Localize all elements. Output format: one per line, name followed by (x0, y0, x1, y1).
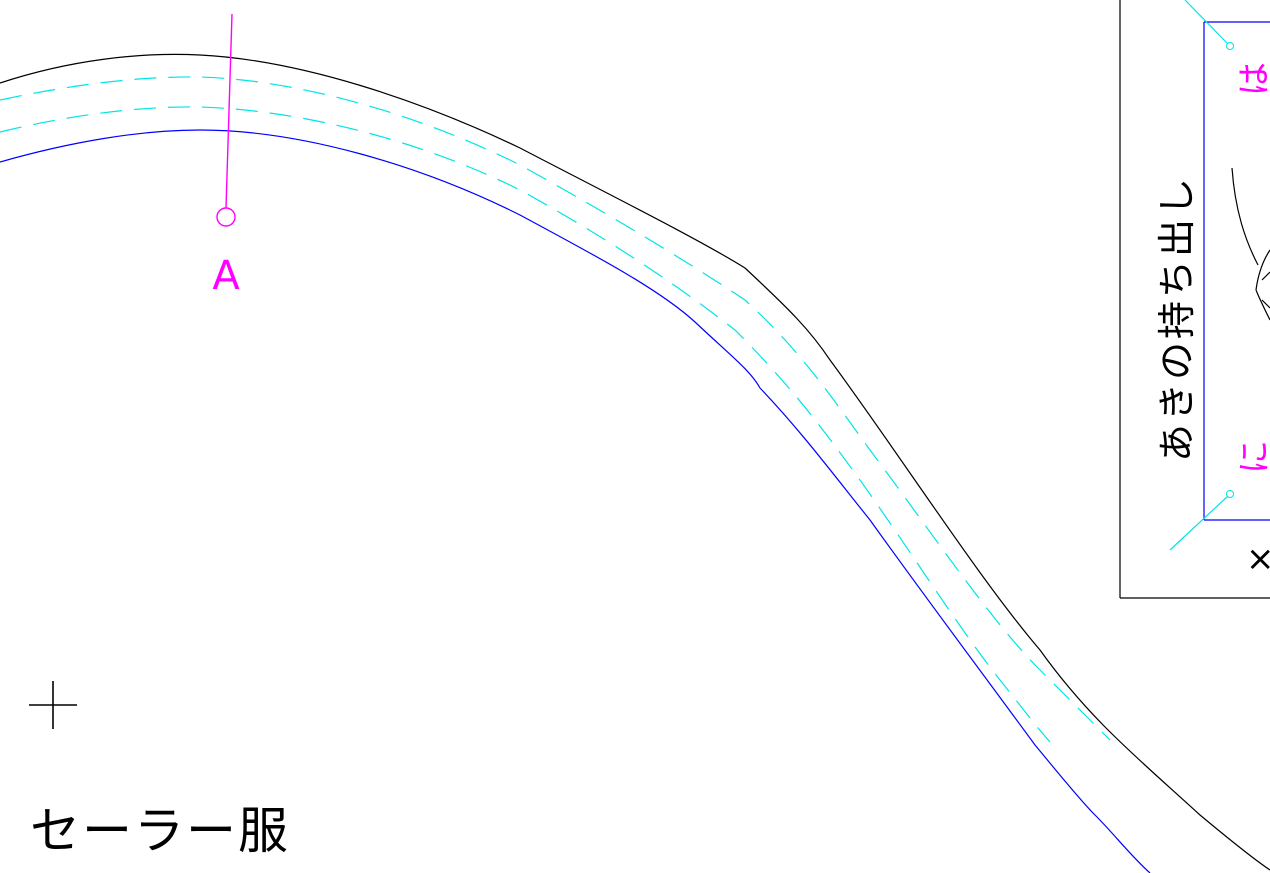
detail-box: あきの持ち出し は に × (1119, 0, 1270, 599)
mark-ni: に (1235, 440, 1270, 474)
outer-cut-line (0, 53, 1270, 871)
opening-extension-label: あきの持ち出し (1155, 175, 1199, 462)
grain-line (225, 13, 233, 209)
seam-line (0, 129, 1151, 873)
mark-x: × (1246, 539, 1270, 579)
stitch-line-inner (0, 106, 1051, 743)
pattern-title: セーラー服 (30, 802, 290, 860)
registration-cross-icon (29, 681, 77, 729)
point-marker-a[interactable] (216, 207, 236, 227)
mark-ha: は (1235, 62, 1270, 96)
stitch-line-outer (0, 76, 1111, 741)
point-label-a: A (212, 253, 240, 299)
